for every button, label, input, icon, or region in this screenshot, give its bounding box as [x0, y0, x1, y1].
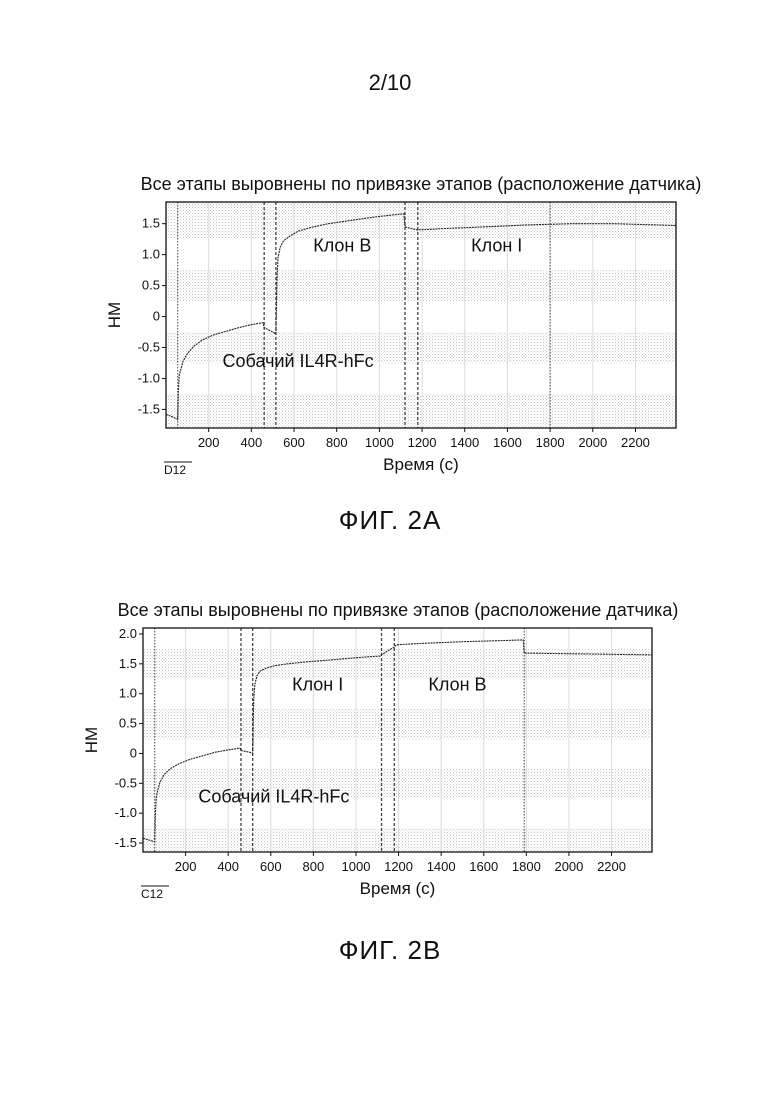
x-tick-label: 1200 [384, 859, 413, 874]
x-tick-label: 400 [241, 435, 263, 450]
y-tick-label: -1.5 [138, 401, 160, 416]
x-tick-label: 1000 [365, 435, 394, 450]
step-annotation: Собачий IL4R-hFc [223, 351, 374, 371]
y-tick-label: -1.0 [115, 805, 137, 820]
y-tick-label: -1.5 [115, 835, 137, 850]
x-tick-label: 800 [326, 435, 348, 450]
x-tick-label: 1400 [427, 859, 456, 874]
x-axis-label: Время (с) [383, 455, 459, 474]
y-tick-label: -0.5 [138, 340, 160, 355]
x-tick-label: 200 [175, 859, 197, 874]
step-annotation: Клон I [471, 235, 522, 255]
grid-band [143, 828, 652, 852]
y-tick-label: 0.5 [119, 716, 137, 731]
y-tick-label: -1.0 [138, 370, 160, 385]
y-tick-label: 0.5 [142, 278, 160, 293]
chart-fig-2b: Все этапы выровнены по привязке этапов (… [0, 580, 780, 1040]
figure-caption-2b: ФИГ. 2B [0, 935, 780, 966]
chart-title: Все этапы выровнены по привязке этапов (… [118, 600, 679, 620]
x-tick-label: 1800 [512, 859, 541, 874]
x-tick-label: 200 [198, 435, 220, 450]
y-axis-label: НМ [105, 302, 124, 328]
chart-title: Все этапы выровнены по привязке этапов (… [141, 174, 702, 194]
x-tick-label: 2000 [578, 435, 607, 450]
step-annotation: Клон B [428, 675, 486, 695]
step-annotation: Клон I [292, 675, 343, 695]
x-axis-label: Время (с) [360, 879, 436, 898]
x-tick-label: 1200 [408, 435, 437, 450]
x-tick-label: 600 [283, 435, 305, 450]
figure-caption-2a: ФИГ. 2A [0, 505, 780, 536]
x-tick-label: 2200 [597, 859, 626, 874]
x-tick-label: 1800 [536, 435, 565, 450]
x-tick-label: 2200 [621, 435, 650, 450]
x-tick-label: 800 [303, 859, 325, 874]
y-tick-label: 1.5 [119, 656, 137, 671]
y-tick-label: -0.5 [115, 775, 137, 790]
grid-band [166, 270, 676, 301]
y-tick-label: 2.0 [119, 626, 137, 641]
x-tick-label: 1000 [342, 859, 371, 874]
y-tick-label: 1.0 [142, 247, 160, 262]
y-tick-label: 1.5 [142, 216, 160, 231]
sensor-label: D12 [164, 463, 186, 477]
y-tick-label: 0 [130, 745, 137, 760]
y-tick-label: 1.0 [119, 686, 137, 701]
series-line [166, 214, 676, 419]
y-axis-label: НМ [82, 727, 101, 753]
grid-band [143, 709, 652, 739]
x-tick-label: 1600 [469, 859, 498, 874]
grid-band [166, 394, 676, 428]
x-tick-label: 1600 [493, 435, 522, 450]
x-tick-label: 2000 [554, 859, 583, 874]
step-annotation: Клон B [313, 235, 371, 255]
x-tick-label: 600 [260, 859, 282, 874]
x-tick-label: 1400 [450, 435, 479, 450]
sensor-label: C12 [141, 887, 163, 901]
x-tick-label: 400 [217, 859, 239, 874]
chart-fig-2a: Все этапы выровнены по привязке этапов (… [0, 0, 780, 500]
step-annotation: Собачий IL4R-hFc [198, 786, 349, 806]
grid-band [166, 202, 676, 239]
y-tick-label: 0 [153, 309, 160, 324]
